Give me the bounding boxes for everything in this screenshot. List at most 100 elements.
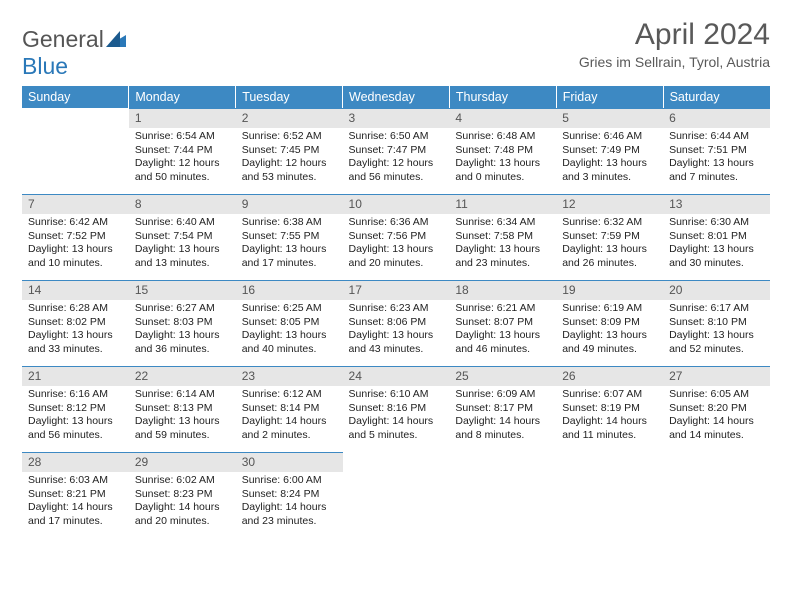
- calendar-week-row: 21Sunrise: 6:16 AMSunset: 8:12 PMDayligh…: [22, 366, 770, 452]
- day-content: Sunrise: 6:25 AMSunset: 8:05 PMDaylight:…: [236, 300, 343, 360]
- day-number: 25: [449, 366, 556, 386]
- calendar-day-cell: [22, 108, 129, 194]
- day-number: 4: [449, 108, 556, 128]
- calendar-day-cell: 23Sunrise: 6:12 AMSunset: 8:14 PMDayligh…: [236, 366, 343, 452]
- calendar-day-cell: 29Sunrise: 6:02 AMSunset: 8:23 PMDayligh…: [129, 452, 236, 538]
- calendar-header-cell: Saturday: [663, 86, 770, 108]
- calendar-week-row: 7Sunrise: 6:42 AMSunset: 7:52 PMDaylight…: [22, 194, 770, 280]
- calendar-day-cell: 4Sunrise: 6:48 AMSunset: 7:48 PMDaylight…: [449, 108, 556, 194]
- day-content: Sunrise: 6:21 AMSunset: 8:07 PMDaylight:…: [449, 300, 556, 360]
- day-number: 6: [663, 108, 770, 128]
- day-content: Sunrise: 6:30 AMSunset: 8:01 PMDaylight:…: [663, 214, 770, 274]
- day-content: Sunrise: 6:54 AMSunset: 7:44 PMDaylight:…: [129, 128, 236, 188]
- day-number: 12: [556, 194, 663, 214]
- calendar-day-cell: 1Sunrise: 6:54 AMSunset: 7:44 PMDaylight…: [129, 108, 236, 194]
- calendar-header-cell: Friday: [556, 86, 663, 108]
- day-number: 10: [343, 194, 450, 214]
- day-content: Sunrise: 6:48 AMSunset: 7:48 PMDaylight:…: [449, 128, 556, 188]
- day-content: Sunrise: 6:50 AMSunset: 7:47 PMDaylight:…: [343, 128, 450, 188]
- day-number: 8: [129, 194, 236, 214]
- calendar-day-cell: 30Sunrise: 6:00 AMSunset: 8:24 PMDayligh…: [236, 452, 343, 538]
- calendar-header-cell: Sunday: [22, 86, 129, 108]
- calendar-day-cell: 28Sunrise: 6:03 AMSunset: 8:21 PMDayligh…: [22, 452, 129, 538]
- day-number: 23: [236, 366, 343, 386]
- day-number: 26: [556, 366, 663, 386]
- day-number: 21: [22, 366, 129, 386]
- day-content: Sunrise: 6:46 AMSunset: 7:49 PMDaylight:…: [556, 128, 663, 188]
- day-number: 13: [663, 194, 770, 214]
- day-number: 7: [22, 194, 129, 214]
- logo: GeneralBlue: [22, 26, 126, 80]
- calendar-day-cell: 11Sunrise: 6:34 AMSunset: 7:58 PMDayligh…: [449, 194, 556, 280]
- day-number: 22: [129, 366, 236, 386]
- day-number: 15: [129, 280, 236, 300]
- header: GeneralBlue April 2024 Gries im Sellrain…: [22, 18, 770, 80]
- day-number: 16: [236, 280, 343, 300]
- logo-word1: General: [22, 26, 104, 52]
- calendar-day-cell: 10Sunrise: 6:36 AMSunset: 7:56 PMDayligh…: [343, 194, 450, 280]
- calendar-header-cell: Wednesday: [343, 86, 450, 108]
- day-content: Sunrise: 6:38 AMSunset: 7:55 PMDaylight:…: [236, 214, 343, 274]
- day-content: Sunrise: 6:23 AMSunset: 8:06 PMDaylight:…: [343, 300, 450, 360]
- calendar-body: 1Sunrise: 6:54 AMSunset: 7:44 PMDaylight…: [22, 108, 770, 538]
- calendar-day-cell: 21Sunrise: 6:16 AMSunset: 8:12 PMDayligh…: [22, 366, 129, 452]
- calendar-table: SundayMondayTuesdayWednesdayThursdayFrid…: [22, 86, 770, 538]
- day-content: Sunrise: 6:02 AMSunset: 8:23 PMDaylight:…: [129, 472, 236, 532]
- day-content: Sunrise: 6:10 AMSunset: 8:16 PMDaylight:…: [343, 386, 450, 446]
- location-subtitle: Gries im Sellrain, Tyrol, Austria: [579, 54, 770, 70]
- day-number: 9: [236, 194, 343, 214]
- day-content: Sunrise: 6:16 AMSunset: 8:12 PMDaylight:…: [22, 386, 129, 446]
- calendar-day-cell: 18Sunrise: 6:21 AMSunset: 8:07 PMDayligh…: [449, 280, 556, 366]
- calendar-day-cell: 9Sunrise: 6:38 AMSunset: 7:55 PMDaylight…: [236, 194, 343, 280]
- day-number: 1: [129, 108, 236, 128]
- calendar-day-cell: 17Sunrise: 6:23 AMSunset: 8:06 PMDayligh…: [343, 280, 450, 366]
- calendar-header-cell: Monday: [129, 86, 236, 108]
- day-content: Sunrise: 6:19 AMSunset: 8:09 PMDaylight:…: [556, 300, 663, 360]
- day-number: 2: [236, 108, 343, 128]
- day-content: Sunrise: 6:52 AMSunset: 7:45 PMDaylight:…: [236, 128, 343, 188]
- day-number: 17: [343, 280, 450, 300]
- calendar-week-row: 14Sunrise: 6:28 AMSunset: 8:02 PMDayligh…: [22, 280, 770, 366]
- day-content: Sunrise: 6:17 AMSunset: 8:10 PMDaylight:…: [663, 300, 770, 360]
- day-content: Sunrise: 6:09 AMSunset: 8:17 PMDaylight:…: [449, 386, 556, 446]
- day-content: Sunrise: 6:32 AMSunset: 7:59 PMDaylight:…: [556, 214, 663, 274]
- calendar-day-cell: 6Sunrise: 6:44 AMSunset: 7:51 PMDaylight…: [663, 108, 770, 194]
- calendar-week-row: 28Sunrise: 6:03 AMSunset: 8:21 PMDayligh…: [22, 452, 770, 538]
- day-number: 30: [236, 452, 343, 472]
- calendar-header-cell: Thursday: [449, 86, 556, 108]
- day-content: Sunrise: 6:42 AMSunset: 7:52 PMDaylight:…: [22, 214, 129, 274]
- day-number: 20: [663, 280, 770, 300]
- calendar-day-cell: 13Sunrise: 6:30 AMSunset: 8:01 PMDayligh…: [663, 194, 770, 280]
- calendar-day-cell: 2Sunrise: 6:52 AMSunset: 7:45 PMDaylight…: [236, 108, 343, 194]
- calendar-day-cell: 25Sunrise: 6:09 AMSunset: 8:17 PMDayligh…: [449, 366, 556, 452]
- day-number: 5: [556, 108, 663, 128]
- day-content: Sunrise: 6:34 AMSunset: 7:58 PMDaylight:…: [449, 214, 556, 274]
- day-number: 29: [129, 452, 236, 472]
- day-content: Sunrise: 6:40 AMSunset: 7:54 PMDaylight:…: [129, 214, 236, 274]
- calendar-day-cell: 14Sunrise: 6:28 AMSunset: 8:02 PMDayligh…: [22, 280, 129, 366]
- day-number: 3: [343, 108, 450, 128]
- day-number: 14: [22, 280, 129, 300]
- calendar-day-cell: 7Sunrise: 6:42 AMSunset: 7:52 PMDaylight…: [22, 194, 129, 280]
- day-number: 19: [556, 280, 663, 300]
- logo-word2: Blue: [22, 53, 68, 79]
- day-number: 11: [449, 194, 556, 214]
- calendar-day-cell: 22Sunrise: 6:14 AMSunset: 8:13 PMDayligh…: [129, 366, 236, 452]
- day-content: Sunrise: 6:12 AMSunset: 8:14 PMDaylight:…: [236, 386, 343, 446]
- calendar-day-cell: 3Sunrise: 6:50 AMSunset: 7:47 PMDaylight…: [343, 108, 450, 194]
- calendar-day-cell: [449, 452, 556, 538]
- calendar-week-row: 1Sunrise: 6:54 AMSunset: 7:44 PMDaylight…: [22, 108, 770, 194]
- day-content: Sunrise: 6:28 AMSunset: 8:02 PMDaylight:…: [22, 300, 129, 360]
- day-number: 28: [22, 452, 129, 472]
- day-content: Sunrise: 6:14 AMSunset: 8:13 PMDaylight:…: [129, 386, 236, 446]
- calendar-day-cell: 27Sunrise: 6:05 AMSunset: 8:20 PMDayligh…: [663, 366, 770, 452]
- day-number: 18: [449, 280, 556, 300]
- day-content: Sunrise: 6:27 AMSunset: 8:03 PMDaylight:…: [129, 300, 236, 360]
- calendar-day-cell: [343, 452, 450, 538]
- calendar-day-cell: 20Sunrise: 6:17 AMSunset: 8:10 PMDayligh…: [663, 280, 770, 366]
- day-content: Sunrise: 6:00 AMSunset: 8:24 PMDaylight:…: [236, 472, 343, 532]
- calendar-day-cell: 19Sunrise: 6:19 AMSunset: 8:09 PMDayligh…: [556, 280, 663, 366]
- logo-mark-icon: [106, 26, 126, 52]
- day-content: Sunrise: 6:36 AMSunset: 7:56 PMDaylight:…: [343, 214, 450, 274]
- calendar-day-cell: 8Sunrise: 6:40 AMSunset: 7:54 PMDaylight…: [129, 194, 236, 280]
